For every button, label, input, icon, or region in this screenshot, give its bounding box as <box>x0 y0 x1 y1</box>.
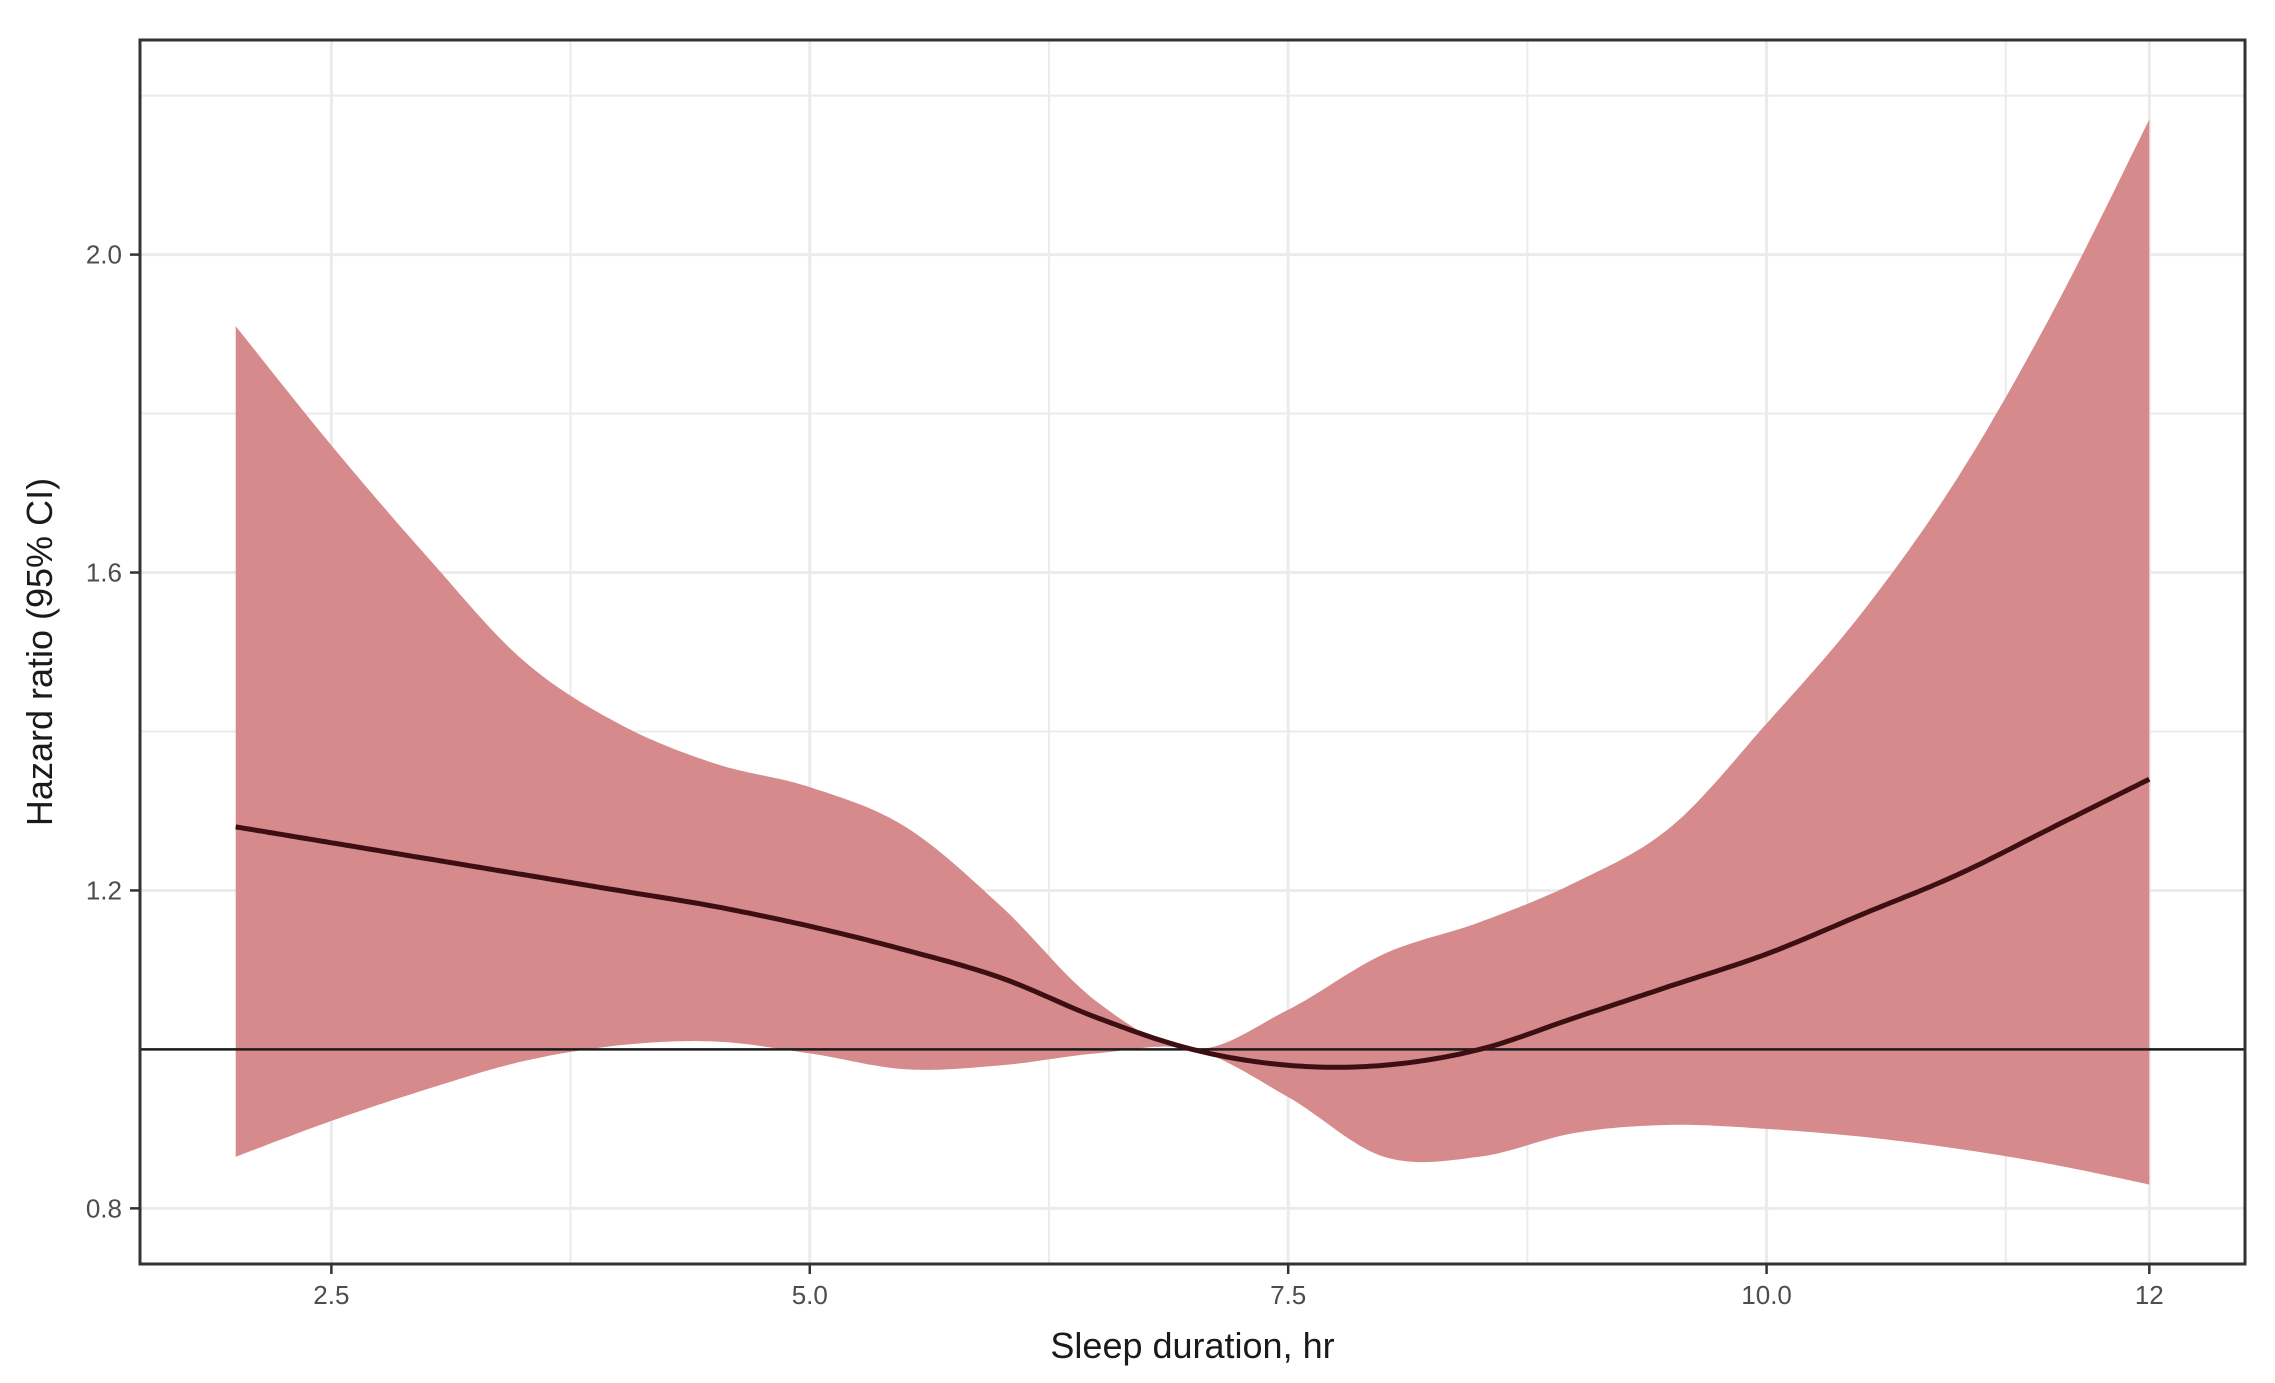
x-axis-title: Sleep duration, hr <box>1050 1325 1334 1366</box>
y-tick-label: 1.2 <box>86 875 122 905</box>
confidence-band <box>235 119 2150 1185</box>
x-tick-label: 12 <box>2135 1280 2164 1310</box>
y-tick-label: 1.6 <box>86 558 122 588</box>
y-axis: 0.8 1.2 1.6 2.0 <box>86 240 140 1223</box>
hazard-ratio-line <box>235 776 2151 1070</box>
x-tick-label: 10.0 <box>1741 1280 1792 1310</box>
x-tick-label: 5.0 <box>792 1280 828 1310</box>
y-tick-label: 0.8 <box>86 1193 122 1223</box>
panel-border <box>138 38 2247 1266</box>
y-tick-label: 2.0 <box>86 240 122 270</box>
x-tick-label: 7.5 <box>1270 1280 1306 1310</box>
y-axis-title: Hazard ratio (95% CI) <box>19 478 60 826</box>
x-tick-label: 2.5 <box>313 1280 349 1310</box>
x-axis: 2.5 5.0 7.5 10.0 12 <box>313 1264 2164 1310</box>
